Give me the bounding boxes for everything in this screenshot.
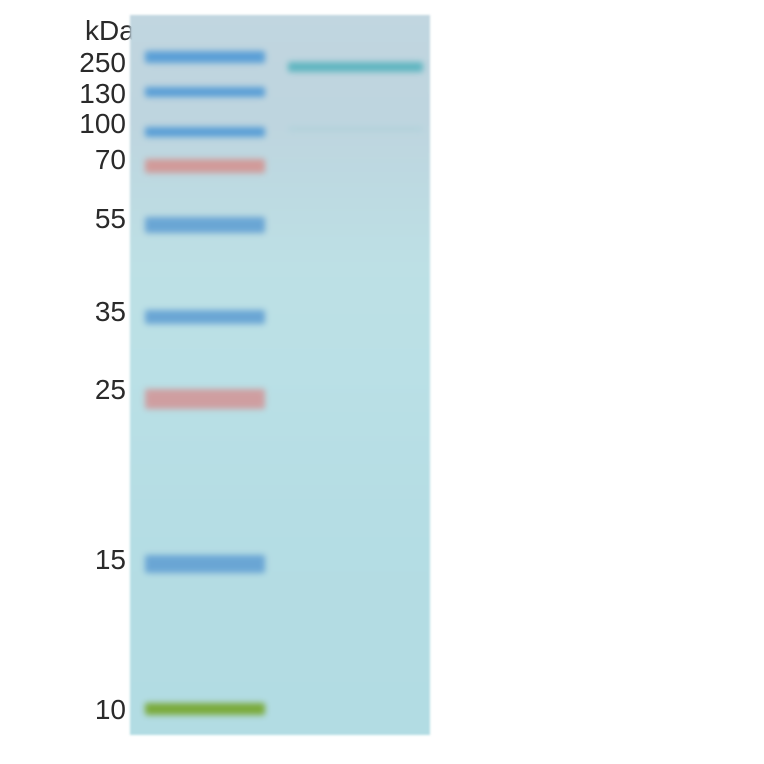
- marker-band-70: [145, 159, 265, 173]
- marker-band-250: [145, 51, 265, 63]
- marker-label: 25: [95, 374, 126, 406]
- sample-band-main: [288, 62, 423, 72]
- marker-label: 100: [79, 108, 126, 140]
- marker-label: 35: [95, 296, 126, 328]
- marker-lane: [130, 15, 280, 735]
- marker-label: 250: [79, 47, 126, 79]
- marker-band-15: [145, 555, 265, 573]
- marker-label: 10: [95, 694, 126, 726]
- marker-band-55: [145, 217, 265, 233]
- marker-label: 55: [95, 203, 126, 235]
- marker-band-130: [145, 87, 265, 97]
- gel-figure: kDa M R 250 130 100 70 55 35 25 15 10: [0, 0, 764, 764]
- marker-band-35: [145, 310, 265, 324]
- marker-band-10: [145, 703, 265, 715]
- sample-lane: [280, 15, 430, 735]
- gel-background: [130, 15, 430, 735]
- marker-label: 70: [95, 144, 126, 176]
- unit-label: kDa: [85, 15, 135, 47]
- sample-band-faint: [288, 127, 423, 131]
- marker-label: 130: [79, 78, 126, 110]
- marker-band-25: [145, 389, 265, 409]
- marker-label: 15: [95, 544, 126, 576]
- marker-band-100: [145, 127, 265, 137]
